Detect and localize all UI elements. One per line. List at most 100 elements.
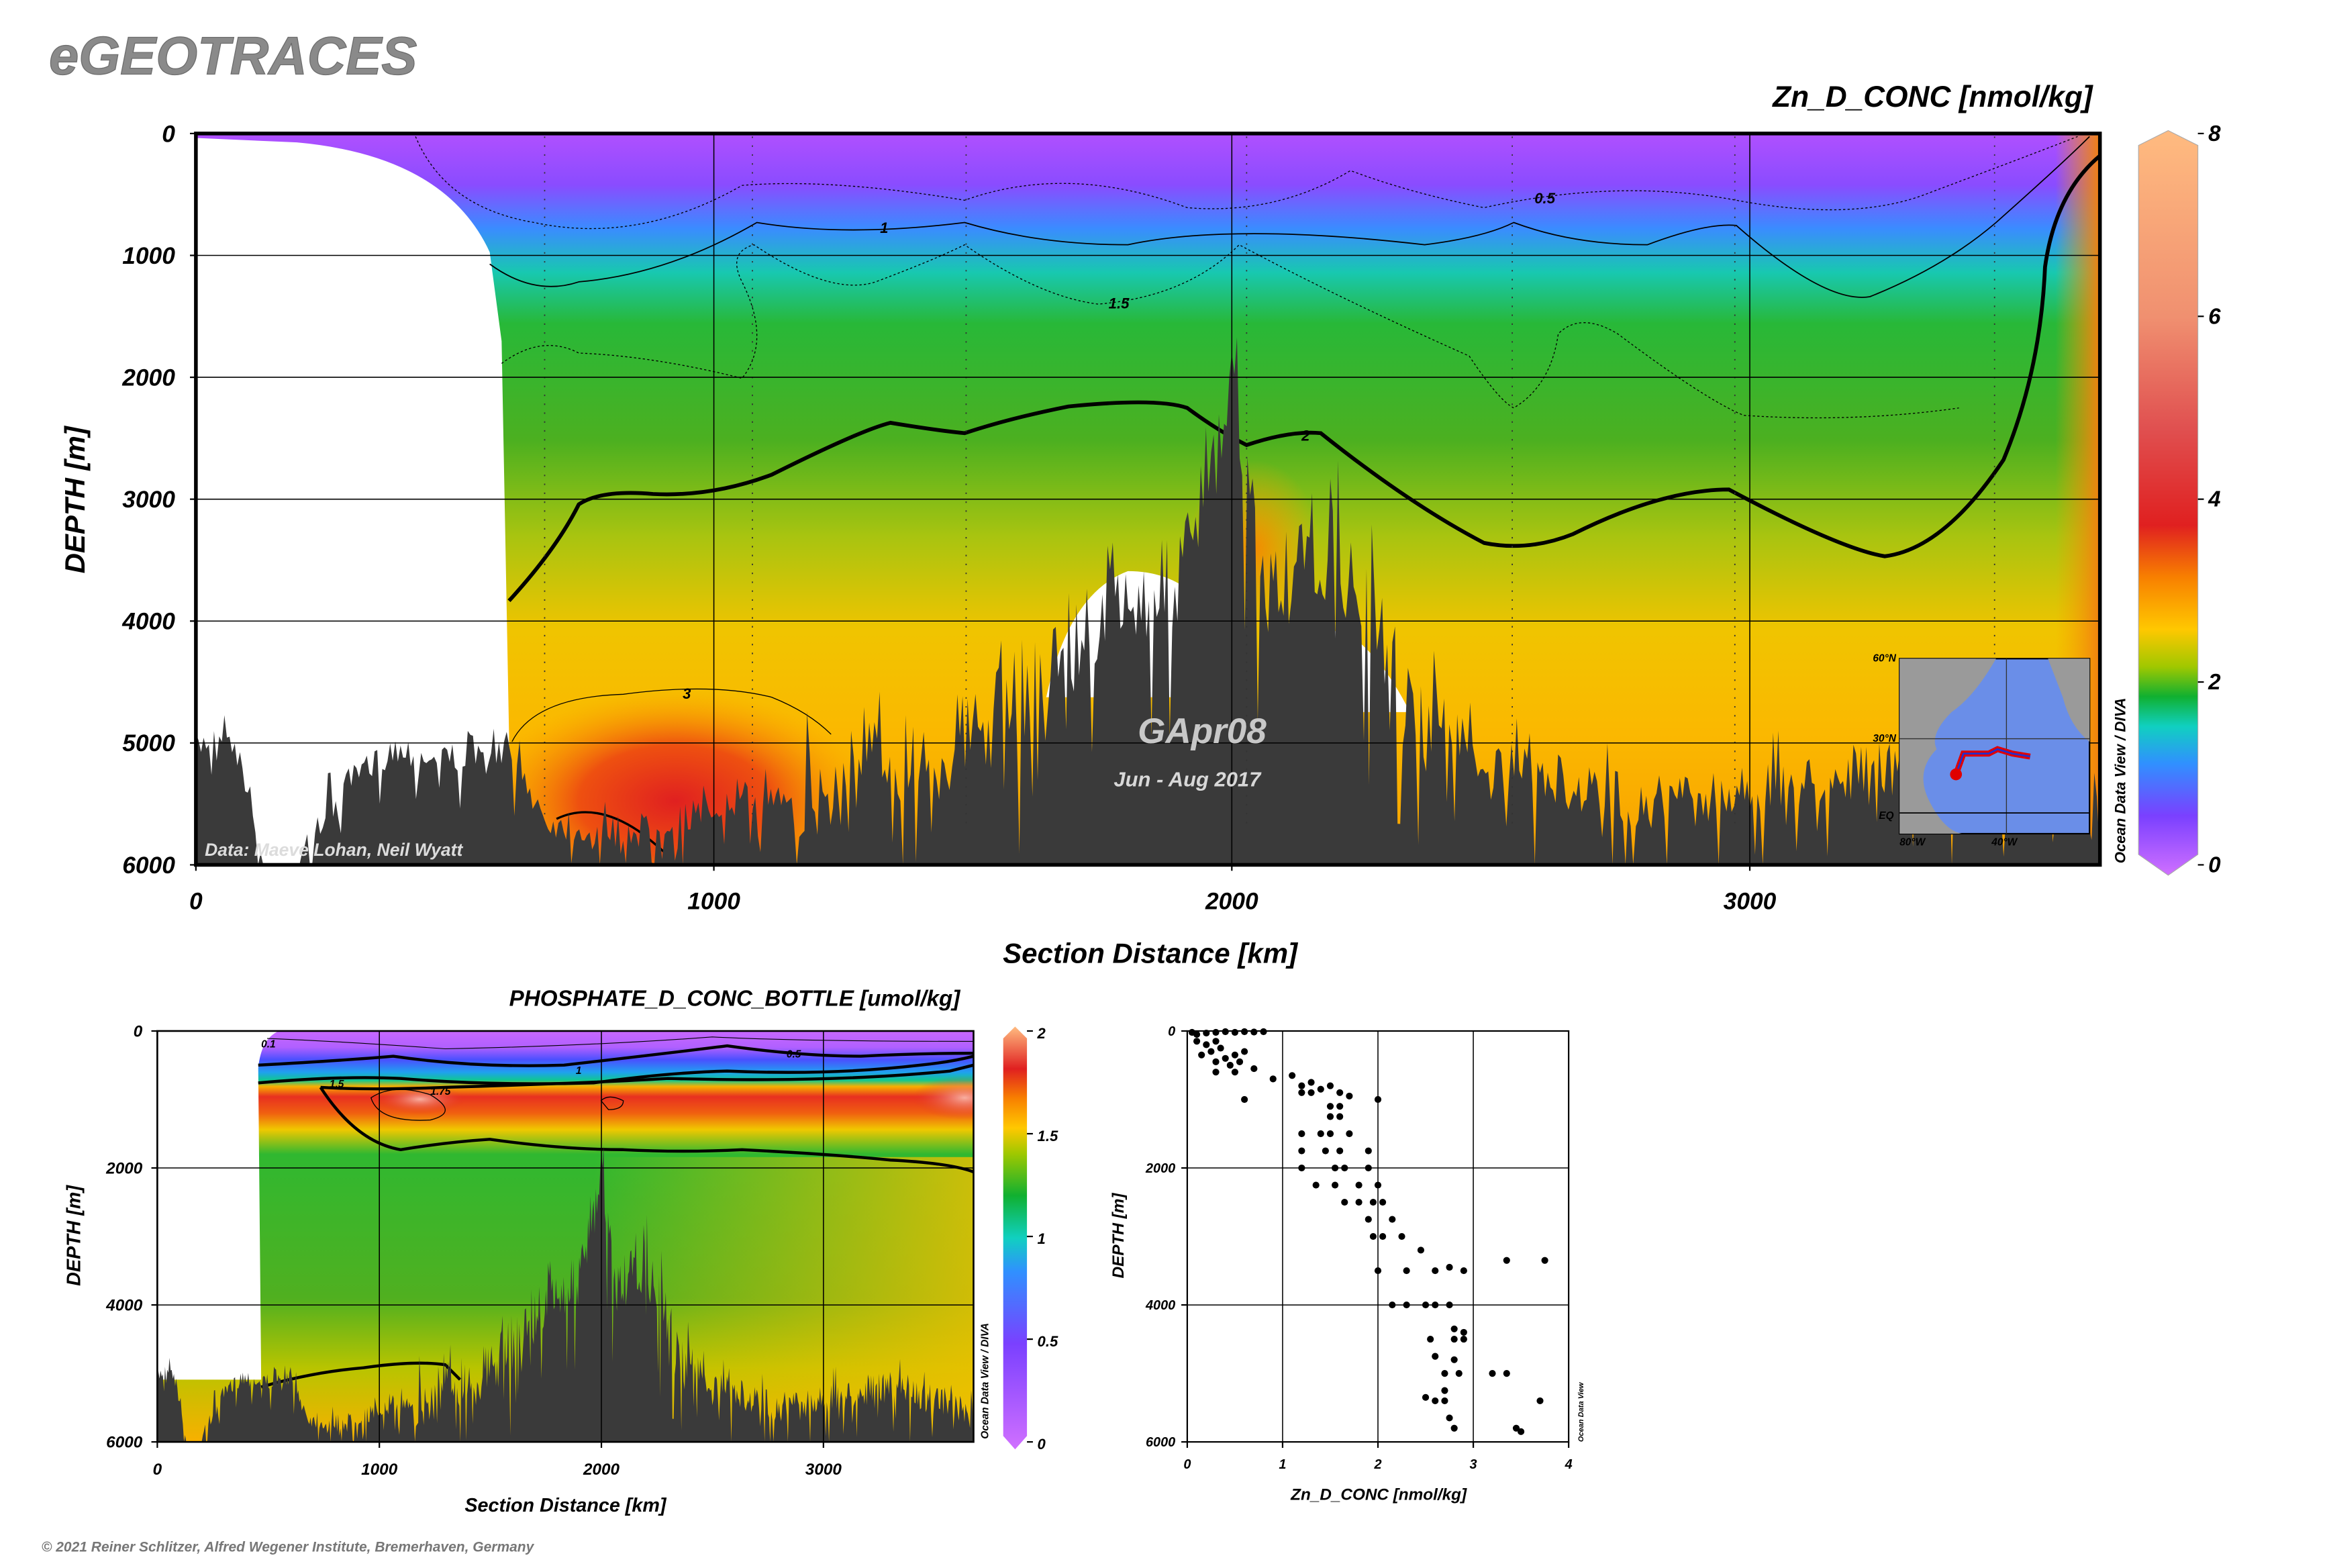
scatter-point — [1326, 1082, 1334, 1089]
main-plot-title: Zn_D_CONC [nmol/kg] — [1771, 81, 2093, 113]
scatter-point — [1212, 1038, 1220, 1045]
y-tick-label: 1000 — [122, 243, 175, 269]
scatter-point — [1422, 1393, 1430, 1401]
scatter-point — [1326, 1113, 1334, 1120]
x-tick-label: 3000 — [805, 1461, 842, 1479]
scatter-point — [1269, 1075, 1277, 1083]
scatter-odv-watermark: Ocean Data View — [1577, 1381, 1585, 1442]
phosphate-x-axis-label: Section Distance [km] — [464, 1495, 667, 1516]
scatter-point — [1446, 1414, 1453, 1422]
y-tick-label: 0 — [134, 1022, 143, 1040]
colorbar-tick-label: 0 — [2208, 853, 2221, 878]
scatter-point — [1432, 1397, 1439, 1405]
map-label-40w: 40°W — [1991, 837, 2018, 848]
scatter-point — [1336, 1147, 1344, 1155]
cruise-dates: Jun - Aug 2017 — [1113, 767, 1262, 791]
scatter-point — [1450, 1336, 1458, 1343]
scatter-point — [1398, 1232, 1405, 1240]
scatter-point — [1450, 1325, 1458, 1332]
odv-watermark: Ocean Data View / DIVA — [2112, 697, 2128, 863]
scatter-point — [1198, 1051, 1205, 1059]
scatter-point — [1374, 1095, 1382, 1104]
scatter-point — [1312, 1181, 1320, 1189]
data-credit: Data: Maeve Lohan, Neil Wyatt — [205, 840, 463, 860]
po4-contour-0.5 — [258, 1044, 974, 1067]
scatter-point — [1241, 1095, 1248, 1104]
zn-depth-scatter-plot: 0 1 2 3 4 0 2000 4000 6000 Ocean Data View Zn_D… — [1109, 1024, 1585, 1504]
phosphate-bathymetry — [157, 1145, 974, 1442]
scatter-point — [1298, 1089, 1305, 1096]
po4-contour-label-1: 1 — [576, 1065, 582, 1077]
x-tick-label: 2 — [1373, 1457, 1381, 1472]
scatter-point — [1355, 1198, 1363, 1206]
y-tick-label: 2000 — [121, 364, 175, 391]
scatter-point — [1307, 1079, 1315, 1086]
po4-contour-1.5 — [319, 1063, 974, 1173]
contour-3 — [511, 688, 832, 742]
scatter-point — [1460, 1336, 1467, 1343]
scatter-point — [1374, 1267, 1382, 1275]
phosphate-plot-title: PHOSPHATE_D_CONC_BOTTLE [umol/kg] — [509, 986, 961, 1011]
x-tick-label: 1 — [1279, 1457, 1286, 1472]
scatter-point — [1355, 1181, 1363, 1189]
scatter-point — [1226, 1061, 1234, 1069]
po4-contour-label-0.1: 0.1 — [261, 1038, 276, 1050]
contour-1.5 — [501, 244, 1959, 419]
contour-label-3: 3 — [683, 685, 691, 702]
scatter-point — [1379, 1198, 1387, 1206]
scatter-point — [1250, 1028, 1258, 1036]
scatter-x-axis-label: Zn_D_CONC [nmol/kg] — [1290, 1485, 1467, 1504]
colorbar-tick-label: 2 — [1037, 1025, 1046, 1042]
scatter-point — [1403, 1302, 1410, 1309]
main-y-axis-label: DEPTH [m] — [59, 425, 91, 573]
y-tick-label: 6000 — [1146, 1435, 1175, 1450]
egeotraces-logo: eGEOTRACES — [49, 26, 417, 86]
y-tick-label: 4000 — [121, 609, 175, 635]
scatter-point — [1455, 1370, 1463, 1377]
scatter-point — [1369, 1232, 1377, 1240]
inset-map: 60°N 30°N EQ 80°W 40°W — [1873, 653, 2091, 848]
scatter-point — [1203, 1029, 1210, 1037]
scatter-point — [1403, 1267, 1410, 1275]
colorbar-tick-label: 2 — [2208, 670, 2221, 695]
scatter-point — [1212, 1069, 1220, 1076]
scatter-point — [1369, 1198, 1377, 1206]
scatter-point — [1365, 1164, 1372, 1172]
map-label-30n: 30°N — [1873, 733, 1896, 744]
scatter-point — [1460, 1328, 1467, 1336]
scatter-point — [1193, 1038, 1201, 1045]
po4-contour-label-1.5: 1.5 — [330, 1079, 344, 1090]
po4-contour-1 — [258, 1055, 974, 1085]
colorbar-tick-label: 4 — [2208, 487, 2220, 512]
scatter-point — [1298, 1082, 1305, 1089]
map-label-60n: 60°N — [1873, 653, 1896, 665]
scatter-point — [1231, 1028, 1238, 1036]
x-tick-label: 4 — [1565, 1457, 1573, 1472]
scatter-point — [1222, 1028, 1229, 1036]
scatter-point — [1250, 1065, 1258, 1073]
po4-contour-label-0.5: 0.5 — [787, 1049, 801, 1061]
scatter-point — [1341, 1164, 1348, 1172]
scatter-point — [1260, 1028, 1267, 1036]
scatter-point — [1389, 1216, 1396, 1223]
scatter-point — [1212, 1058, 1220, 1065]
main-x-axis-label: Section Distance [km] — [1003, 937, 1299, 969]
x-tick-label: 0 — [189, 889, 203, 915]
x-tick-label: 0 — [153, 1461, 162, 1479]
scatter-point — [1450, 1424, 1458, 1432]
scatter-point — [1346, 1092, 1353, 1099]
contour-label-1: 1 — [880, 219, 888, 236]
contour-0.5 — [415, 136, 2078, 230]
scatter-point — [1236, 1058, 1244, 1065]
scatter-point — [1489, 1370, 1496, 1377]
scatter-point — [1389, 1302, 1396, 1309]
contour-1 — [489, 136, 2090, 298]
colorbar-tick-label: 1.5 — [1038, 1128, 1058, 1144]
scatter-point — [1460, 1267, 1467, 1275]
scatter-point — [1217, 1044, 1224, 1052]
scatter-point — [1446, 1263, 1453, 1271]
x-tick-label: 3000 — [1724, 889, 1777, 915]
po4-contour-1.75 — [370, 1089, 624, 1121]
scatter-point — [1417, 1246, 1425, 1254]
